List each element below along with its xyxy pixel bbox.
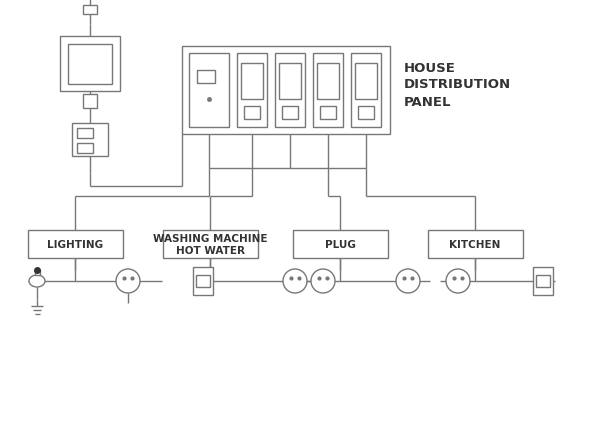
Bar — [355, 64, 377, 100]
Bar — [241, 64, 263, 100]
Bar — [163, 230, 258, 259]
Circle shape — [116, 269, 140, 294]
Bar — [182, 47, 390, 135]
Bar — [60, 37, 120, 92]
Bar — [196, 275, 210, 287]
Bar — [244, 107, 260, 120]
Bar — [193, 268, 213, 295]
Bar — [83, 95, 97, 109]
Bar — [351, 54, 381, 128]
Circle shape — [396, 269, 420, 294]
Bar — [72, 124, 108, 157]
Bar — [279, 64, 301, 100]
Bar — [197, 71, 215, 84]
Bar — [83, 6, 97, 15]
Bar — [428, 230, 523, 259]
Bar — [358, 107, 374, 120]
Bar — [77, 129, 93, 139]
Text: WASHING MACHINE
HOT WATER: WASHING MACHINE HOT WATER — [153, 233, 267, 255]
Circle shape — [446, 269, 470, 294]
Ellipse shape — [29, 275, 45, 287]
Text: KITCHEN: KITCHEN — [449, 239, 500, 249]
Bar — [536, 275, 550, 287]
Bar — [35, 271, 40, 275]
Circle shape — [311, 269, 335, 294]
Bar — [189, 54, 229, 128]
Bar — [282, 107, 298, 120]
Bar — [68, 45, 112, 85]
Bar — [313, 54, 343, 128]
Bar — [275, 54, 305, 128]
Text: LIGHTING: LIGHTING — [47, 239, 103, 249]
Bar — [320, 107, 336, 120]
Circle shape — [283, 269, 307, 294]
Bar — [317, 64, 339, 100]
Bar — [28, 230, 123, 259]
Text: PLUG: PLUG — [325, 239, 355, 249]
Text: HOUSE
DISTRIBUTION
PANEL: HOUSE DISTRIBUTION PANEL — [404, 61, 511, 108]
Bar — [77, 144, 93, 154]
Bar — [237, 54, 267, 128]
Bar — [293, 230, 388, 259]
Bar — [533, 268, 553, 295]
